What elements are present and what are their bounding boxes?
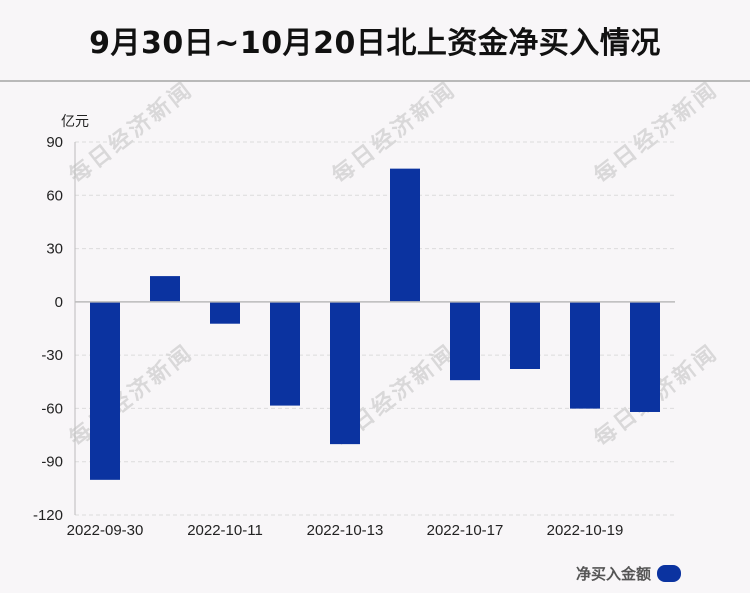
bar xyxy=(330,301,360,445)
bar xyxy=(90,301,120,480)
bar xyxy=(630,301,660,412)
bar xyxy=(450,301,480,381)
y-tick-label: -90 xyxy=(41,454,63,471)
legend-label: 净买入金额 xyxy=(576,565,652,583)
y-tick-label: 60 xyxy=(46,187,63,204)
title-divider xyxy=(0,80,750,82)
bar xyxy=(210,301,240,324)
x-tick-label: 2022-10-13 xyxy=(307,522,384,539)
y-tick-label: 90 xyxy=(46,134,63,151)
y-tick-label: -60 xyxy=(41,400,63,417)
chart-title: 9月30日~10月20日北上资金净买入情况 xyxy=(89,26,661,61)
bar xyxy=(390,168,420,302)
y-tick-label: 0 xyxy=(55,294,63,311)
x-tick-label: 2022-09-30 xyxy=(67,522,144,539)
x-tick-label: 2022-10-11 xyxy=(187,522,263,539)
bar xyxy=(150,276,180,302)
x-tick-label: 2022-10-17 xyxy=(427,522,504,539)
x-tick-label: 2022-10-19 xyxy=(547,522,624,539)
y-axis-unit: 亿元 xyxy=(61,114,89,130)
y-tick-label: -120 xyxy=(33,507,63,524)
legend-swatch xyxy=(657,565,682,582)
y-tick-label: -30 xyxy=(41,347,63,364)
bar xyxy=(570,301,600,409)
bar xyxy=(510,301,540,369)
y-tick-label: 30 xyxy=(46,241,63,258)
legend: 净买入金额 xyxy=(576,563,682,584)
bar xyxy=(270,301,300,406)
